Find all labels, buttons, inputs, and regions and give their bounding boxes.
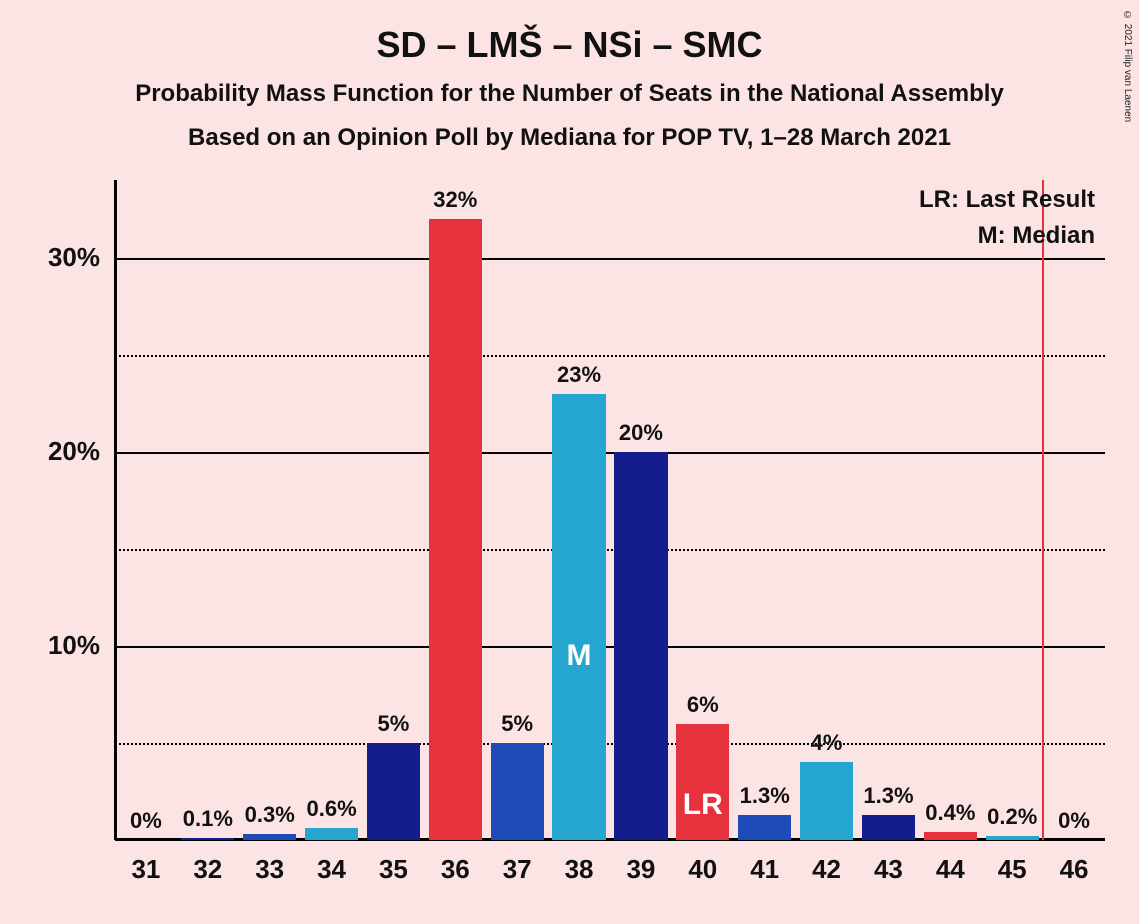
bar-value-label: 6%: [667, 692, 739, 718]
bar: [552, 394, 605, 840]
x-axis-tick-label: 46: [1043, 854, 1105, 885]
x-axis-tick-label: 32: [177, 854, 239, 885]
last-result-marker: LR: [676, 788, 729, 822]
bar-value-label: 5%: [481, 711, 553, 737]
bar: [862, 815, 915, 840]
bar-value-label: 32%: [419, 187, 491, 213]
chart-subtitle-1: Probability Mass Function for the Number…: [0, 80, 1139, 108]
bar: [429, 219, 482, 840]
bar: [738, 815, 791, 840]
bar: [924, 832, 977, 840]
bar: [614, 452, 667, 840]
legend-m: M: Median: [978, 222, 1095, 250]
bar-value-label: 23%: [543, 362, 615, 388]
x-axis-tick-label: 34: [301, 854, 363, 885]
y-axis-tick-label: 30%: [20, 242, 100, 273]
last-result-line: [1042, 180, 1044, 840]
x-axis-tick-label: 37: [486, 854, 548, 885]
bar: [181, 838, 234, 840]
gridline-major: [115, 258, 1105, 260]
x-axis-tick-label: 40: [672, 854, 734, 885]
gridline-minor: [115, 355, 1105, 357]
bar-value-label: 1.3%: [729, 783, 801, 809]
x-axis-tick-label: 33: [239, 854, 301, 885]
bar-value-label: 0.6%: [296, 796, 368, 822]
chart-subtitle-2: Based on an Opinion Poll by Mediana for …: [0, 124, 1139, 152]
x-axis-tick-label: 38: [548, 854, 610, 885]
x-axis-tick-label: 31: [115, 854, 177, 885]
bar: [305, 828, 358, 840]
median-marker: M: [552, 639, 605, 673]
x-axis-tick-label: 45: [981, 854, 1043, 885]
x-axis-tick-label: 44: [919, 854, 981, 885]
bar: [243, 834, 296, 840]
bar: [800, 762, 853, 840]
gridline-minor: [115, 549, 1105, 551]
plot-area: 10%20%30%3132333435363738394041424344454…: [115, 180, 1105, 840]
gridline-major: [115, 646, 1105, 648]
x-axis-tick-label: 36: [424, 854, 486, 885]
y-axis-tick-label: 10%: [20, 630, 100, 661]
x-axis-tick-label: 43: [858, 854, 920, 885]
x-axis-tick-label: 42: [796, 854, 858, 885]
x-axis-tick-label: 35: [363, 854, 425, 885]
bar: [986, 836, 1039, 840]
y-axis-tick-label: 20%: [20, 436, 100, 467]
bar-value-label: 4%: [791, 730, 863, 756]
chart-title: SD – LMŠ – NSi – SMC: [0, 24, 1139, 66]
bar: [676, 724, 729, 840]
bar-value-label: 5%: [358, 711, 430, 737]
bar: [491, 743, 544, 840]
bar-value-label: 0%: [1038, 808, 1110, 834]
gridline-minor: [115, 743, 1105, 745]
gridline-major: [115, 452, 1105, 454]
bar-value-label: 20%: [605, 420, 677, 446]
chart-container: © 2021 Filip van Laenen SD – LMŠ – NSi –…: [0, 0, 1139, 924]
bar: [367, 743, 420, 840]
x-axis-tick-label: 41: [734, 854, 796, 885]
y-axis-line: [114, 180, 117, 840]
x-axis-tick-label: 39: [610, 854, 672, 885]
legend-lr: LR: Last Result: [919, 186, 1095, 214]
